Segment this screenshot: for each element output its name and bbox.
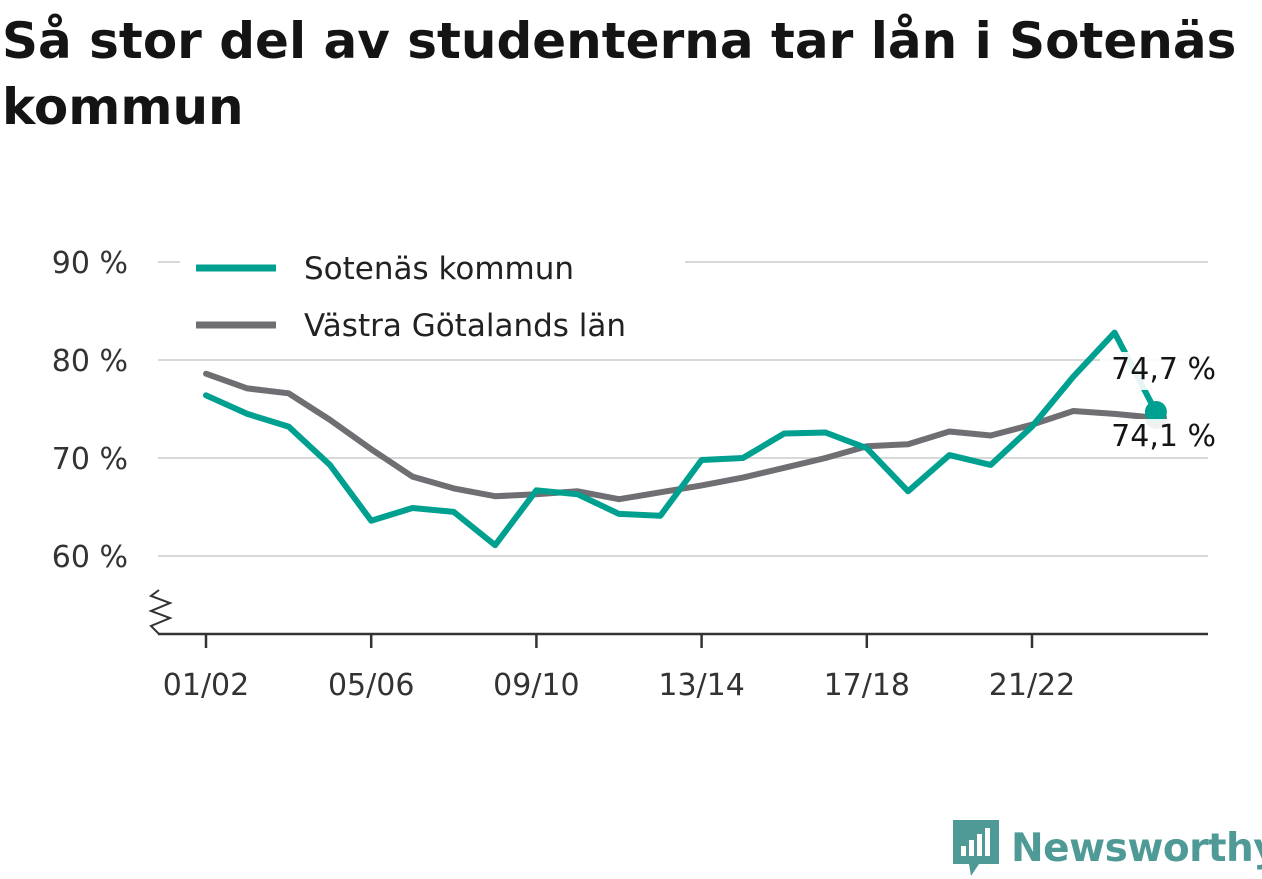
brand-name: Newsworthy: [1011, 825, 1262, 871]
series-line-0: [203, 329, 1159, 549]
series-line-1: [203, 370, 1159, 503]
end-label-background: [1100, 419, 1212, 457]
series-end-point-0: [1144, 400, 1167, 423]
x-tick-label: 21/22: [989, 668, 1075, 703]
x-axis: [148, 589, 1208, 636]
x-axis-tick-labels: 01/02 05/06 09/10 13/14 17/18 21/22: [163, 634, 1075, 703]
legend-label: Västra Götalands län: [304, 308, 626, 344]
x-tick-label: 13/14: [658, 668, 744, 703]
end-label-background: [1100, 352, 1212, 390]
axis-break-marker: [148, 589, 173, 635]
y-tick-label: 90 %: [52, 246, 128, 281]
y-tick-label: 70 %: [52, 442, 128, 477]
x-tick-label: 01/02: [163, 668, 249, 703]
chart-title: Så stor del av studenterna tar lån i Sot…: [2, 12, 1237, 136]
legend-background: [180, 240, 685, 358]
x-tick-label: 17/18: [824, 668, 910, 703]
newsworthy-logo-icon: [953, 820, 999, 876]
end-value-labels: 74,7 % 74,1 %: [1100, 352, 1216, 457]
legend: Sotenäs kommun Västra Götalands län: [180, 240, 685, 358]
series-lines: [203, 329, 1167, 549]
x-tick-label: 05/06: [328, 668, 414, 703]
end-value-label: 74,7 %: [1111, 352, 1216, 387]
y-tick-label: 80 %: [52, 344, 128, 379]
legend-label: Sotenäs kommun: [304, 251, 574, 287]
newsworthy-logo: Newsworthy: [951, 818, 1262, 878]
end-value-label: 74,1 %: [1111, 419, 1216, 454]
y-axis-tick-labels: 60 % 70 % 80 % 90 %: [52, 246, 128, 575]
y-tick-label: 60 %: [52, 540, 128, 575]
x-tick-label: 09/10: [493, 668, 579, 703]
